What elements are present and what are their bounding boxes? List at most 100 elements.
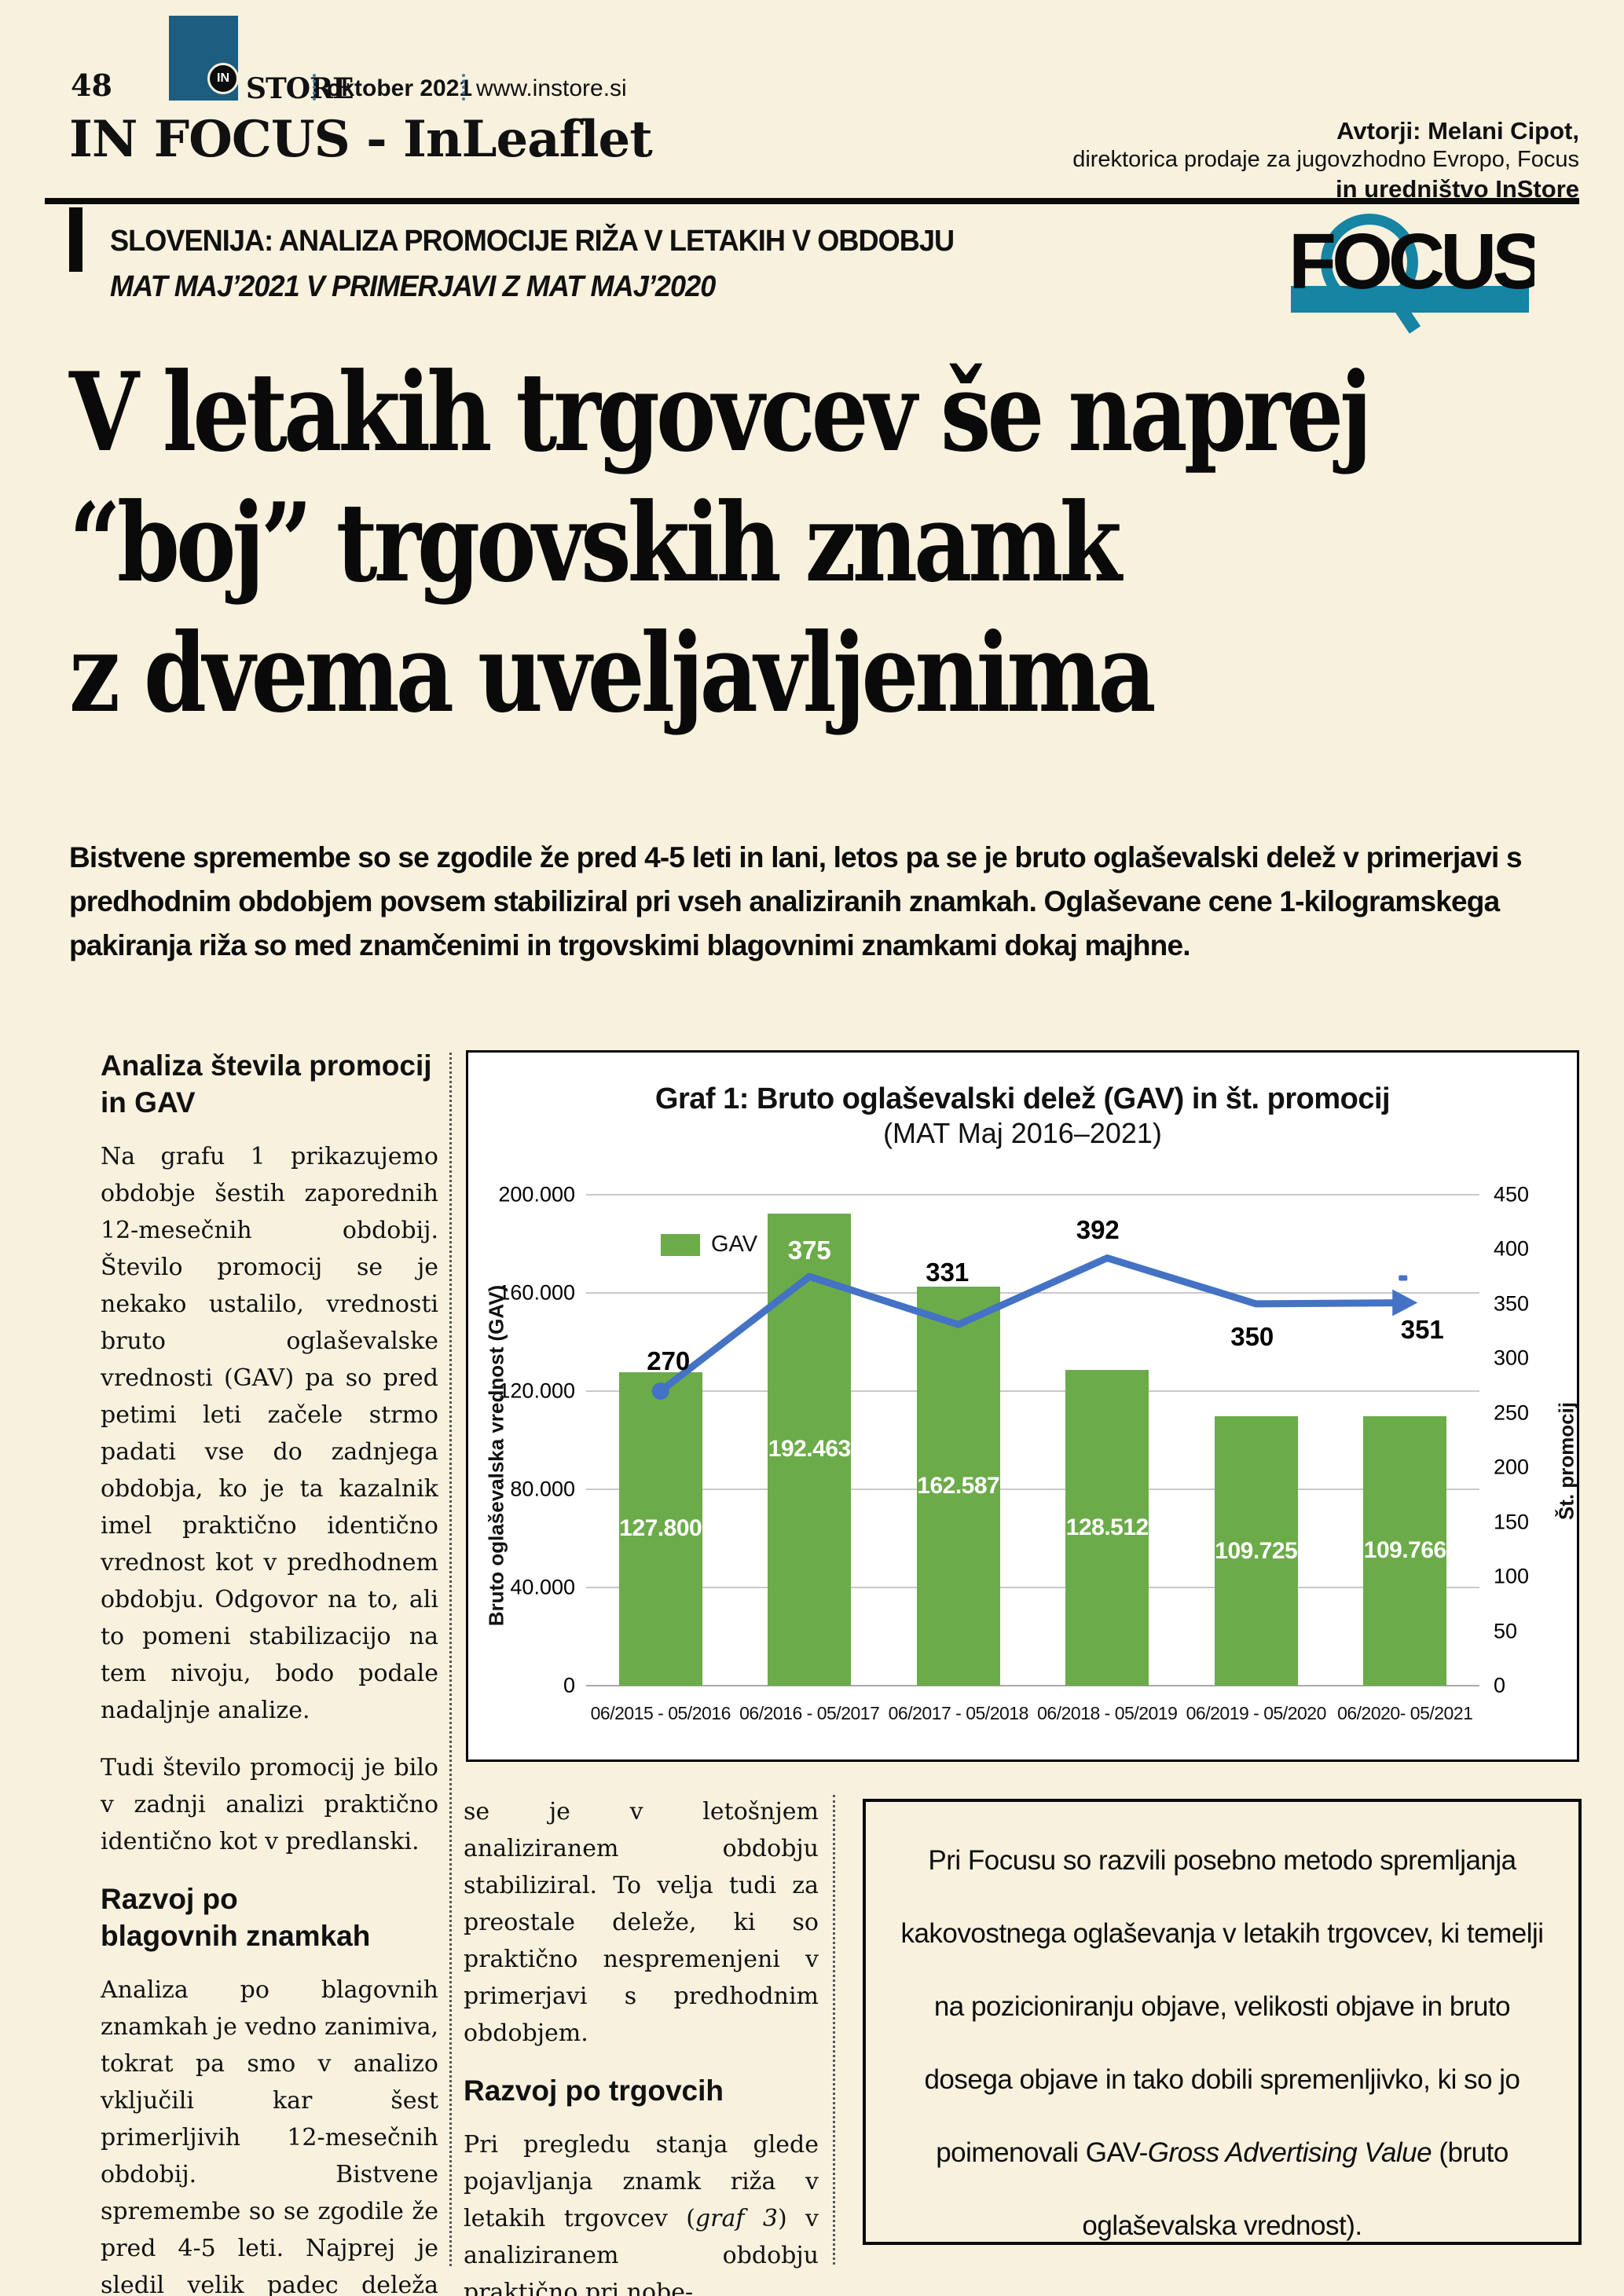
- middle-column-para-2: Pri pregledu stanja glede pojavljanja zn…: [464, 2126, 819, 2296]
- header-separator-icon: [462, 74, 465, 101]
- right-axis-tick: 100: [1494, 1564, 1530, 1588]
- left-column-heading-2: Razvoj po blagovnih znamkah: [101, 1883, 371, 1952]
- box-text-italic: Gross Advertising Value: [1147, 2137, 1432, 2168]
- bar-06/2016 - 05/2017: [768, 1213, 852, 1686]
- chart-subtitle: (MAT Maj 2016–2021): [883, 1117, 1162, 1149]
- left-axis-tick: 160.000: [498, 1280, 575, 1305]
- gridline: [586, 1587, 1479, 1588]
- legend-label: GAV: [711, 1232, 758, 1257]
- instore-logo-text: STORE: [246, 72, 354, 105]
- chart-plot-area: 0 40.000 80.000 120.000 160.000 200.000 0 50 100…: [468, 1053, 1582, 1764]
- para-text: Pri pregledu stanja glede pojavljanja zn…: [464, 2131, 819, 2232]
- gridline: [586, 1194, 1479, 1196]
- bar-value-label: 162.587: [917, 1472, 1000, 1499]
- para-text-italic: graf 3: [695, 2205, 778, 2232]
- article-kicker: SLOVENIJA: ANALIZA PROMOCIJE RIŽA V LETA…: [110, 218, 955, 309]
- author-role: direktorica prodaje za jugovzhodno Evrop…: [1072, 147, 1579, 172]
- left-axis-tick: 80.000: [510, 1477, 575, 1501]
- left-axis-tick: 0: [563, 1673, 575, 1697]
- chart-legend: GAV: [661, 1232, 757, 1258]
- bar-06/2015 - 05/2016: [618, 1371, 702, 1686]
- left-column-heading-1: Analiza števila promocij in GAV: [101, 1049, 432, 1119]
- chart-graf1: Graf 1: Bruto oglaševalski delež (GAV) i…: [466, 1050, 1579, 1762]
- bar-06/2018 - 05/2019: [1065, 1370, 1149, 1686]
- bar-value-label: 109.766: [1363, 1537, 1446, 1564]
- line-value-label: 375: [787, 1236, 831, 1265]
- gridline: [586, 1489, 1479, 1490]
- x-axis-label: 06/2018 - 05/2019: [1037, 1703, 1178, 1723]
- right-axis-tick: 250: [1494, 1401, 1530, 1425]
- line-arrowhead-icon: [1392, 1289, 1418, 1316]
- left-axis-tick: 200.000: [498, 1182, 575, 1207]
- divider-rule: [45, 198, 1579, 204]
- line-value-label: 270: [647, 1346, 691, 1375]
- right-axis-tick: 400: [1494, 1236, 1530, 1261]
- stray-line-marker-icon: [1399, 1275, 1408, 1281]
- middle-column-para-1: se je v letošnjem analiziranem obdobju s…: [464, 1798, 819, 2047]
- line-start-marker-icon: [651, 1382, 669, 1400]
- left-column-para-3: Analiza po blagovnih znamkah je vedno za…: [101, 1976, 438, 2296]
- bar-06/2019 - 05/2020: [1214, 1416, 1298, 1686]
- column-divider-dotted: [833, 1795, 835, 2265]
- bar-value-label: 128.512: [1065, 1514, 1149, 1541]
- kicker-accent-bar: [69, 207, 82, 272]
- x-axis-label: 06/2017 - 05/2018: [888, 1703, 1029, 1723]
- left-column-para-1: Na grafu 1 prikazujemo obdobje šestih za…: [101, 1143, 438, 1724]
- kicker-line2: MAT MAJ’2021 V PRIMERJAVI Z MAT MAJ’2020: [110, 270, 716, 303]
- right-axis-tick: 450: [1494, 1182, 1530, 1207]
- gridline: [586, 1685, 1479, 1686]
- issue-date: oktober 2021: [327, 75, 473, 101]
- author-credit: Avtorji: Melani Cipot, direktorica proda…: [1072, 116, 1579, 203]
- gridline: [586, 1390, 1479, 1392]
- header-separator-icon: [313, 74, 316, 101]
- right-axis-tick: 350: [1494, 1291, 1530, 1316]
- right-axis-tick: 150: [1494, 1510, 1530, 1534]
- middle-column-heading: Razvoj po trgovcih: [464, 2074, 724, 2107]
- right-axis-tick: 0: [1494, 1673, 1506, 1697]
- x-axis-label: 06/2015 - 05/2016: [590, 1703, 731, 1723]
- article-headline: V letakih trgovcev še naprej “boj” trgov…: [69, 348, 1373, 737]
- legend-swatch-icon: [661, 1233, 700, 1256]
- para-text: ) v analiziranem obdobju praktično pri n…: [464, 2205, 819, 2296]
- chart-title: Graf 1: Bruto oglaševalski delež (GAV) i…: [654, 1082, 1391, 1115]
- x-axis-label: 06/2016 - 05/2017: [739, 1703, 880, 1723]
- website-url: www.instore.si: [476, 75, 627, 101]
- line-value-label: 392: [1076, 1214, 1120, 1244]
- column-divider-dotted: [449, 1053, 452, 2266]
- middle-column: se je v letošnjem analiziranem obdobju s…: [464, 1793, 819, 2296]
- section-title: IN FOCUS - InLeaflet: [69, 110, 653, 169]
- line-value-label: 331: [926, 1258, 970, 1287]
- article-intro: Bistvene spremembe so se zgodile že pred…: [69, 841, 1523, 961]
- page-number: 48: [71, 68, 112, 103]
- author-name: Avtorji: Melani Cipot,: [1336, 117, 1579, 145]
- left-column-para-2: Tudi število promocij je bilo v zadnji a…: [101, 1754, 438, 1855]
- left-axis-tick: 120.000: [498, 1379, 575, 1403]
- x-axis-label: 06/2019 - 05/2020: [1186, 1703, 1327, 1723]
- x-axis-label: 06/2020- 05/2021: [1337, 1703, 1473, 1723]
- bar-value-label: 109.725: [1215, 1537, 1298, 1564]
- bar-value-label: 127.800: [619, 1515, 702, 1542]
- box-text: Pri Focusu so razvili posebno metodo spr…: [900, 1845, 1544, 2168]
- line-value-label: 351: [1400, 1314, 1444, 1344]
- right-axis-tick: 50: [1494, 1619, 1518, 1643]
- focus-method-box: Pri Focusu so razvili posebno metodo spr…: [863, 1799, 1582, 2245]
- left-axis-title: Bruto oglaševalska vrednost (GAV): [484, 1284, 508, 1627]
- bar-value-label: 192.463: [768, 1436, 851, 1463]
- bar-06/2017 - 05/2018: [916, 1286, 1000, 1686]
- kicker-line1: SLOVENIJA: ANALIZA PROMOCIJE RIŽA V LETA…: [110, 225, 955, 258]
- focus-logo: FOCUS: [1291, 214, 1534, 334]
- focus-logo-text: FOCUS: [1291, 218, 1534, 306]
- promotions-line-series: [651, 1254, 1418, 1400]
- right-axis-title: Št. promocij: [1554, 1401, 1578, 1521]
- left-axis-tick: 40.000: [510, 1575, 575, 1599]
- right-axis-tick: 200: [1494, 1455, 1530, 1479]
- box-text: (bruto oglaševalska vrednost).: [1082, 2137, 1509, 2241]
- instore-in-icon: IN: [207, 63, 239, 94]
- left-column: Analiza števila promocij in GAV Na grafu…: [101, 1047, 438, 2296]
- focus-logo-bar: [1291, 286, 1529, 313]
- line-value-label: 350: [1230, 1321, 1274, 1351]
- line-path: [658, 1254, 1406, 1394]
- bar-06/2020- 05/2021: [1363, 1415, 1447, 1686]
- right-axis-tick: 300: [1494, 1346, 1530, 1370]
